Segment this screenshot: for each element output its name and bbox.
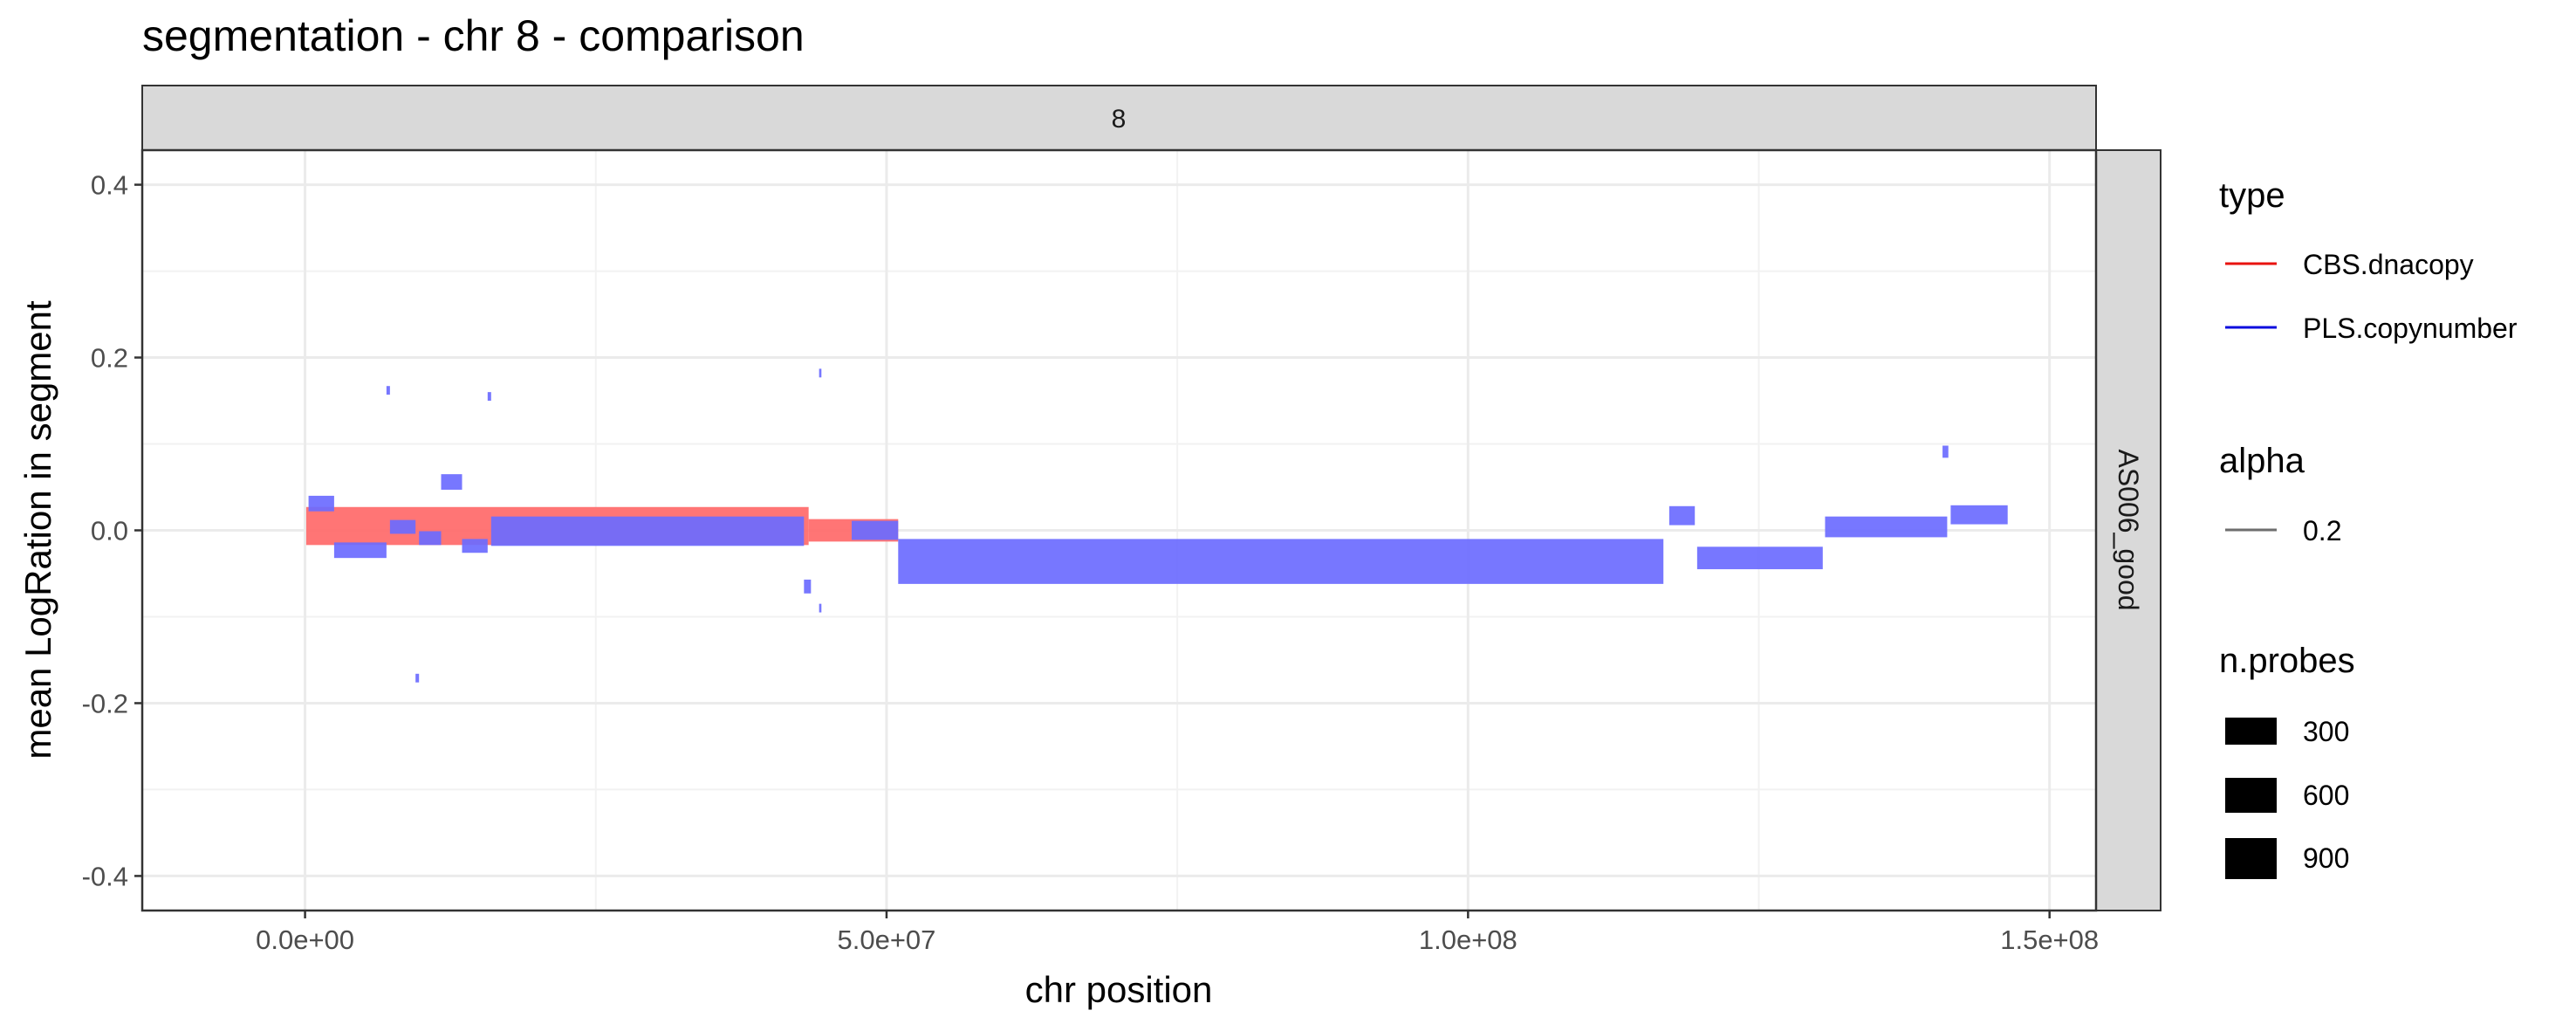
y-tick-label: -0.2 xyxy=(82,688,128,718)
segment-bar xyxy=(819,368,822,378)
axes: 0.0e+00 5.0e+07 1.0e+08 1.5e+08 0.4 0.2 0.0 -0.… xyxy=(82,170,2100,955)
segment-bar xyxy=(1668,505,1696,526)
segment-bar xyxy=(1696,546,1823,570)
segment-bar xyxy=(419,531,442,546)
x-tick-label: 5.0e+07 xyxy=(837,924,935,955)
series-pls-copynumber xyxy=(308,368,2008,683)
segment-bar xyxy=(415,673,420,683)
segment-bar xyxy=(389,519,416,534)
segments-layer xyxy=(305,368,2008,683)
segment-bar xyxy=(1825,516,1948,538)
y-tick-label: 0.0 xyxy=(91,516,128,546)
segment-bar xyxy=(1950,505,2008,525)
x-tick-label: 0.0e+00 xyxy=(256,924,354,955)
segment-bar xyxy=(333,542,387,559)
segment-bar xyxy=(308,495,334,512)
legend: type CBS.dnacopy PLS.copynumber alpha 0.… xyxy=(2219,176,2518,879)
legend-label-pls: PLS.copynumber xyxy=(2303,313,2518,344)
segment-bar xyxy=(441,474,462,490)
y-tick-label: 0.4 xyxy=(91,170,128,201)
segment-bar xyxy=(1942,445,1949,458)
legend-label-cbs: CBS.dnacopy xyxy=(2303,249,2474,280)
legend-alpha-title: alpha xyxy=(2219,442,2305,480)
segment-bar xyxy=(898,539,1664,584)
legend-label-size-300: 300 xyxy=(2303,716,2349,747)
x-axis-title: chr position xyxy=(1025,969,1213,1010)
facet-strip-top-label: 8 xyxy=(1112,105,1127,134)
y-axis-title: mean LogRation in segment xyxy=(17,300,58,760)
segment-bar xyxy=(490,516,805,546)
grid-lines xyxy=(142,150,2096,911)
legend-size-title: n.probes xyxy=(2219,642,2355,680)
legend-label-size-600: 600 xyxy=(2303,780,2349,811)
facet-strip-top xyxy=(141,85,2097,151)
legend-key-size-300 xyxy=(2225,718,2277,745)
segment-bar xyxy=(804,579,812,594)
x-tick-label: 1.5e+08 xyxy=(2000,924,2099,955)
chart-title: segmentation - chr 8 - comparison xyxy=(142,11,805,60)
legend-type-title: type xyxy=(2219,176,2285,215)
segment-bar xyxy=(819,603,822,613)
segment-bar xyxy=(487,392,491,402)
segment-bar xyxy=(386,386,390,395)
y-tick-label: 0.2 xyxy=(91,343,128,374)
legend-key-size-600 xyxy=(2225,778,2277,813)
y-tick-label: -0.4 xyxy=(82,861,128,891)
legend-label-alpha: 0.2 xyxy=(2303,515,2341,546)
facet-strip-right-label: AS006_good xyxy=(2113,449,2144,610)
segment-bar xyxy=(851,520,899,540)
segment-bar xyxy=(462,539,488,553)
x-tick-label: 1.0e+08 xyxy=(1419,924,1518,955)
facet-strip-right xyxy=(2095,149,2162,911)
legend-key-size-900 xyxy=(2225,838,2277,879)
legend-label-size-900: 900 xyxy=(2303,842,2349,874)
